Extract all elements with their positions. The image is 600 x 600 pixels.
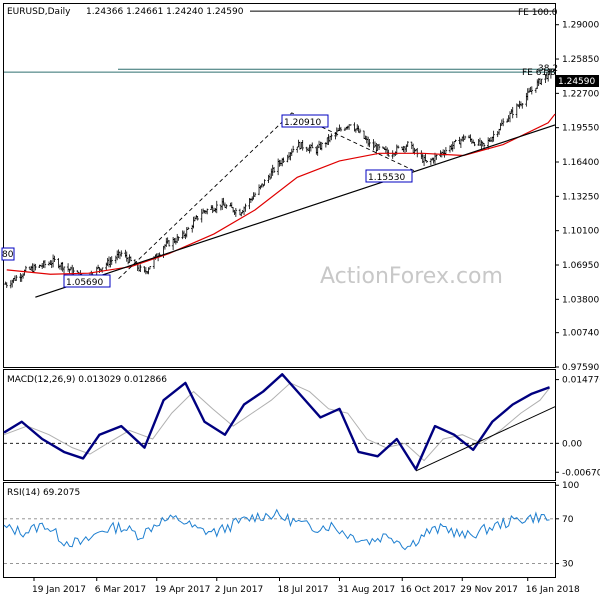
date-axis: 19 Jan 2017 6 Mar 2017 19 Apr 2017 2 Jun 20… bbox=[32, 577, 580, 595]
rsi-line bbox=[3, 508, 550, 551]
macd-title: MACD(12,26,9) 0.013029 0.012866 bbox=[7, 375, 167, 385]
swing-dashed-line bbox=[118, 112, 417, 280]
date-tick-label: 31 Aug 2017 bbox=[338, 585, 396, 595]
rsi-tick-label: 30 bbox=[562, 560, 574, 570]
low-label-1: 1.05690 bbox=[63, 274, 111, 288]
high-label-1: 1.20910 bbox=[281, 114, 329, 128]
moving-average-line bbox=[6, 113, 556, 275]
date-tick-label: 6 Mar 2017 bbox=[95, 585, 146, 595]
price-tick-label: 1.00740 bbox=[562, 329, 599, 339]
rsi-tick-label: 100 bbox=[562, 481, 579, 491]
svg-text:1.15530: 1.15530 bbox=[368, 173, 405, 183]
macd-panel-frame bbox=[3, 369, 556, 481]
price-tick-label: 1.13250 bbox=[562, 192, 599, 202]
price-tick-label: 1.19550 bbox=[562, 124, 599, 134]
price-tick-label: 1.16400 bbox=[562, 158, 599, 168]
svg-text:1.24590: 1.24590 bbox=[558, 77, 595, 87]
low-label-2: 1.15530 bbox=[365, 169, 413, 183]
rsi-panel-frame bbox=[3, 482, 556, 578]
fe100-label: FE 100.0 bbox=[518, 8, 558, 18]
svg-text:1.05690: 1.05690 bbox=[66, 278, 103, 288]
retrace-382-label: 38.2 bbox=[538, 64, 558, 74]
macd-trendline bbox=[415, 406, 556, 472]
macd-tick-label: 0.014776 bbox=[562, 376, 600, 386]
date-tick-label: 19 Jan 2017 bbox=[32, 585, 86, 595]
price-tick-label: 1.25850 bbox=[562, 55, 599, 65]
macd-tick-label: -0.006705 bbox=[562, 468, 600, 478]
price-overlays bbox=[6, 112, 556, 298]
fe618-label: FE 61.8 bbox=[522, 68, 556, 78]
watermark: ActionForex.com bbox=[320, 264, 503, 289]
date-tick-label: 18 Jul 2017 bbox=[278, 585, 329, 595]
last-price-badge: 1.24590 bbox=[556, 75, 599, 87]
macd-indicator: 0.014776 0.00 -0.006705 bbox=[3, 373, 600, 478]
left-edge-label: 80 bbox=[1, 247, 15, 261]
date-tick-label: 16 Oct 2017 bbox=[400, 585, 456, 595]
date-tick-label: 16 Jan 2018 bbox=[526, 585, 580, 595]
rsi-indicator: 100 70 30 bbox=[3, 481, 579, 570]
svg-text:1.20910: 1.20910 bbox=[284, 118, 321, 128]
macd-line bbox=[3, 373, 550, 471]
price-tick-label: 1.06950 bbox=[562, 261, 599, 271]
price-axis: 1.29000 1.25850 1.22700 1.19550 1.16400 1.132… bbox=[555, 21, 599, 373]
rsi-tick-label: 70 bbox=[562, 515, 574, 525]
price-tick-label: 0.97590 bbox=[562, 363, 599, 373]
price-panel-frame bbox=[3, 3, 556, 368]
price-tick-label: 1.22700 bbox=[562, 89, 599, 99]
support-trendline bbox=[35, 124, 556, 298]
date-tick-label: 29 Nov 2017 bbox=[460, 585, 518, 595]
date-tick-label: 19 Apr 2017 bbox=[155, 585, 211, 595]
fibonacci-levels bbox=[4, 10, 555, 73]
price-tick-label: 1.03800 bbox=[562, 295, 599, 305]
svg-text:80: 80 bbox=[2, 250, 14, 260]
chart-title: EURUSD,Daily bbox=[7, 7, 71, 17]
ohlc-readout: 1.24366 1.24661 1.24240 1.24590 bbox=[86, 7, 244, 17]
price-tick-label: 1.10100 bbox=[562, 227, 599, 237]
macd-tick-label: 0.00 bbox=[562, 439, 582, 449]
date-tick-label: 2 Jun 2017 bbox=[215, 585, 263, 595]
price-tick-label: 1.29000 bbox=[562, 21, 599, 31]
rsi-title: RSI(14) 69.2075 bbox=[7, 488, 80, 498]
